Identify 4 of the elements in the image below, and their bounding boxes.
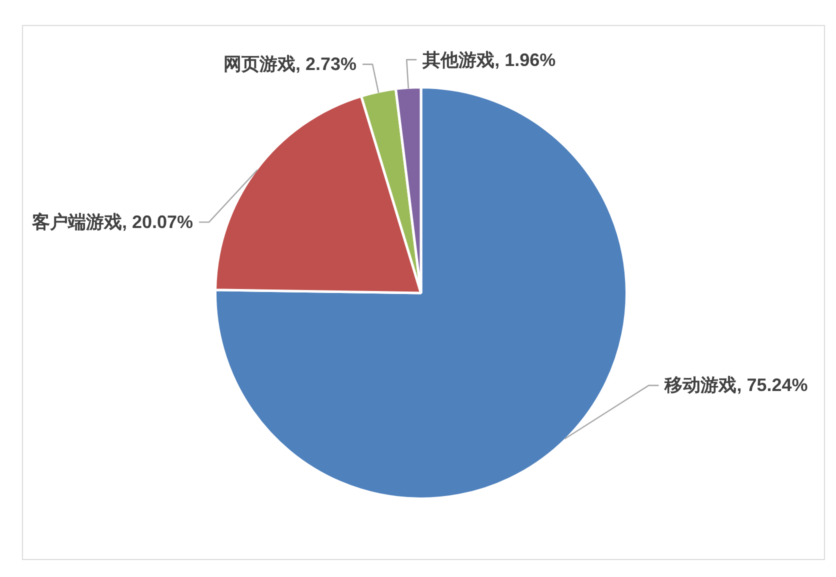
slice-label: 客户端游戏, 20.07%	[32, 211, 194, 234]
slice-label: 移动游戏, 75.24%	[664, 374, 808, 396]
slice-label: 网页游戏, 2.73%	[223, 53, 357, 76]
slice-label: 其他游戏, 1.96%	[422, 48, 556, 71]
